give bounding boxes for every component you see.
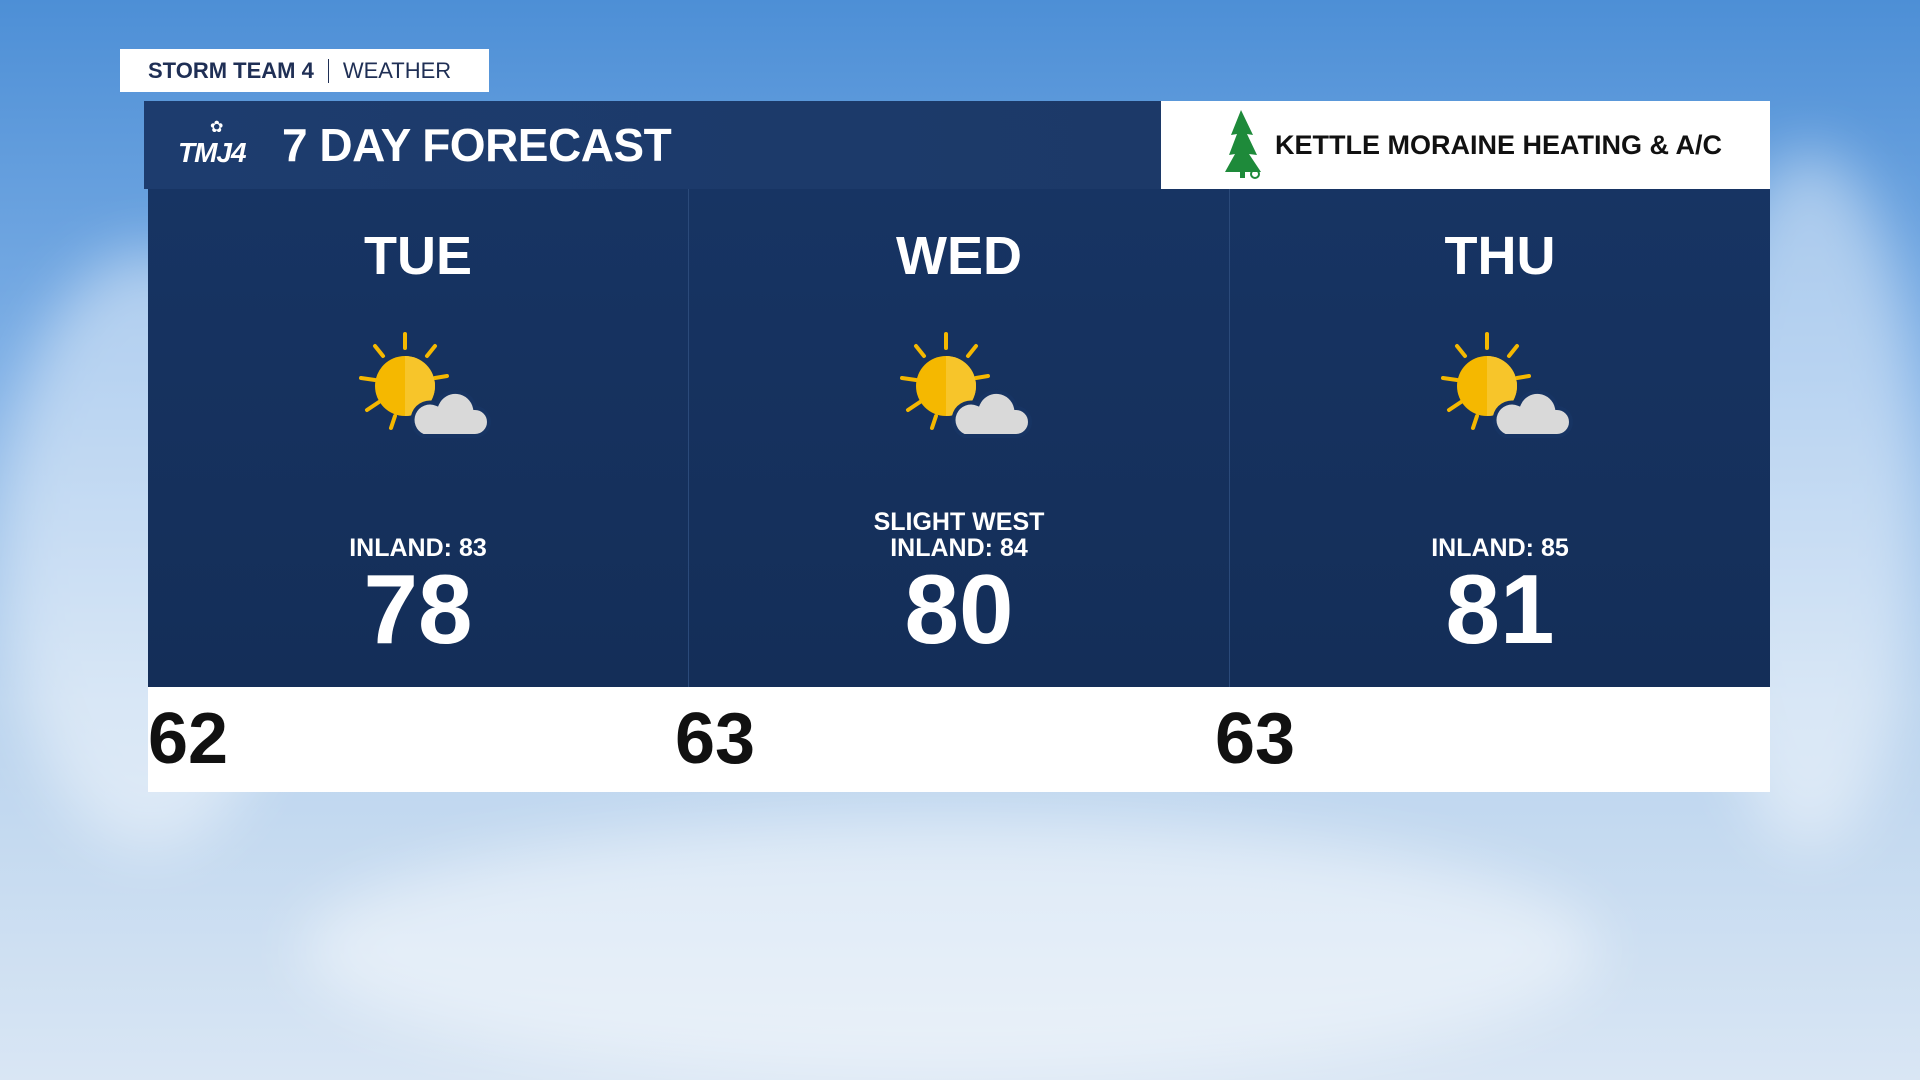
- partly-sunny-icon: [1425, 324, 1575, 454]
- day-name: THU: [1444, 226, 1556, 286]
- day-name: WED: [896, 226, 1022, 286]
- forecast-note: INLAND: 83: [148, 497, 688, 561]
- inland-temp: INLAND: 84: [890, 534, 1028, 562]
- forecast-panels: TUE INLAND: 83 78 WED SLIGHT WEST INLAND…: [148, 189, 1770, 687]
- logo-text: TMJ4: [178, 137, 247, 168]
- brand-label: STORM TEAM 4: [148, 57, 314, 83]
- low-temp: 62: [148, 699, 229, 779]
- high-temp: 78: [363, 554, 473, 664]
- section-label: WEATHER: [342, 57, 452, 83]
- sponsor-name: KETTLE MORAINE HEATING & A/C: [1275, 129, 1722, 160]
- day-panel: WED SLIGHT WEST INLAND: 84 80: [689, 189, 1230, 687]
- high-temp: 80: [904, 554, 1014, 664]
- storm-team-tag: STORM TEAM 4 WEATHER: [120, 49, 489, 92]
- partly-sunny-icon: [343, 324, 493, 454]
- inland-temp: INLAND: 85: [1431, 534, 1569, 562]
- forecast-note: SLIGHT WEST INLAND: 84: [689, 497, 1229, 561]
- page-title: 7 DAY FORECAST: [282, 119, 672, 171]
- high-temp: 81: [1445, 554, 1555, 664]
- note-line: SLIGHT WEST: [873, 508, 1045, 536]
- day-panel: THU INLAND: 85 81: [1230, 189, 1770, 687]
- background-cloud: [300, 820, 1600, 1080]
- day-panel: TUE INLAND: 83 78: [148, 189, 689, 687]
- low-temp: 63: [675, 699, 756, 779]
- nbc-peacock-icon: ✿: [210, 119, 224, 136]
- sponsor-banner: KETTLE MORAINE HEATING & A/C: [1161, 101, 1770, 189]
- tmj4-logo: ✿ TMJ4: [178, 113, 250, 177]
- inland-temp: INLAND: 83: [349, 534, 487, 562]
- forecast-header: ✿ TMJ4 7 DAY FORECAST: [144, 101, 1161, 189]
- low-temps-bar: 62 63 63: [148, 687, 1770, 792]
- forecast-note: INLAND: 85: [1230, 497, 1770, 561]
- low-temp: 63: [1215, 699, 1296, 779]
- pine-tree-icon: [1225, 110, 1261, 179]
- partly-sunny-icon: [884, 324, 1034, 454]
- day-name: TUE: [364, 226, 472, 286]
- divider: [327, 58, 329, 83]
